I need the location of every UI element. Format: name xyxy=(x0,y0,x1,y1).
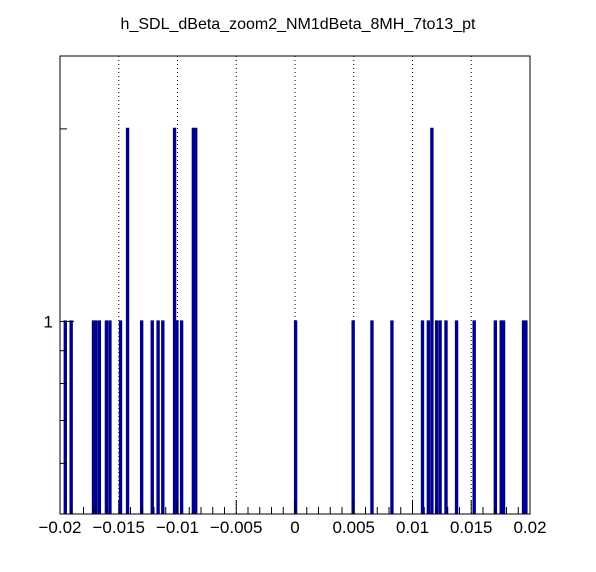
histogram-bin xyxy=(370,320,374,514)
histogram-bin xyxy=(139,320,144,514)
y-tick-label: 1 xyxy=(44,312,53,331)
histogram-bin xyxy=(94,320,98,514)
histogram-bin xyxy=(161,320,165,514)
histogram-bin xyxy=(434,320,439,514)
histogram-bin xyxy=(69,320,73,514)
histogram-bin xyxy=(420,320,425,514)
histogram-bin xyxy=(172,127,177,514)
histogram-bin xyxy=(175,320,179,514)
histogram-bin xyxy=(156,320,160,514)
histogram-bin xyxy=(97,320,102,514)
histogram-bin xyxy=(179,320,184,514)
x-tick-label: −0.015 xyxy=(93,518,145,537)
y-axis-tick-labels: 1 xyxy=(44,312,53,331)
histogram-bin xyxy=(91,320,96,514)
histogram-bin xyxy=(426,320,431,514)
histogram-bin xyxy=(454,320,459,514)
histogram-bin xyxy=(118,320,123,514)
histogram-bin xyxy=(125,127,130,514)
histogram-bin xyxy=(390,320,394,514)
histogram-bin xyxy=(501,320,506,514)
chart-title: h_SDL_dBeta_zoom2_NM1dBeta_8MH_7to13_pt xyxy=(121,16,476,33)
histogram-bin xyxy=(150,320,154,514)
histogram-bin xyxy=(521,320,526,514)
histogram-bin xyxy=(493,320,498,514)
x-tick-label: −0.02 xyxy=(38,518,81,537)
histogram-bin xyxy=(472,320,476,514)
x-tick-label: −0.005 xyxy=(210,518,262,537)
histogram-bin xyxy=(430,127,434,514)
histogram-bin xyxy=(191,127,196,514)
x-axis-ticks xyxy=(59,500,531,514)
grid xyxy=(118,56,472,514)
x-axis-tick-labels: −0.02 −0.015 −0.01 −0.005 0 0.005 0.01 0.015 0.0… xyxy=(38,518,546,537)
x-tick-label: 0.02 xyxy=(513,518,546,537)
histogram-bin xyxy=(444,320,448,514)
histogram-bin xyxy=(293,320,298,514)
x-tick-label: 0.01 xyxy=(396,518,429,537)
x-tick-label: 0.015 xyxy=(450,518,493,537)
histogram-bin xyxy=(499,320,503,514)
histogram-bin xyxy=(351,320,355,514)
histogram-bin xyxy=(104,320,109,514)
histogram-bin xyxy=(194,127,198,514)
histogram-bin xyxy=(524,320,528,514)
histogram-bin xyxy=(438,320,442,514)
x-tick-label: 0 xyxy=(290,518,299,537)
y-axis-ticks xyxy=(60,128,74,464)
x-tick-label: 0.005 xyxy=(332,518,375,537)
x-tick-label: −0.01 xyxy=(156,518,199,537)
histogram-bars xyxy=(63,127,528,514)
histogram-bin xyxy=(108,320,112,514)
